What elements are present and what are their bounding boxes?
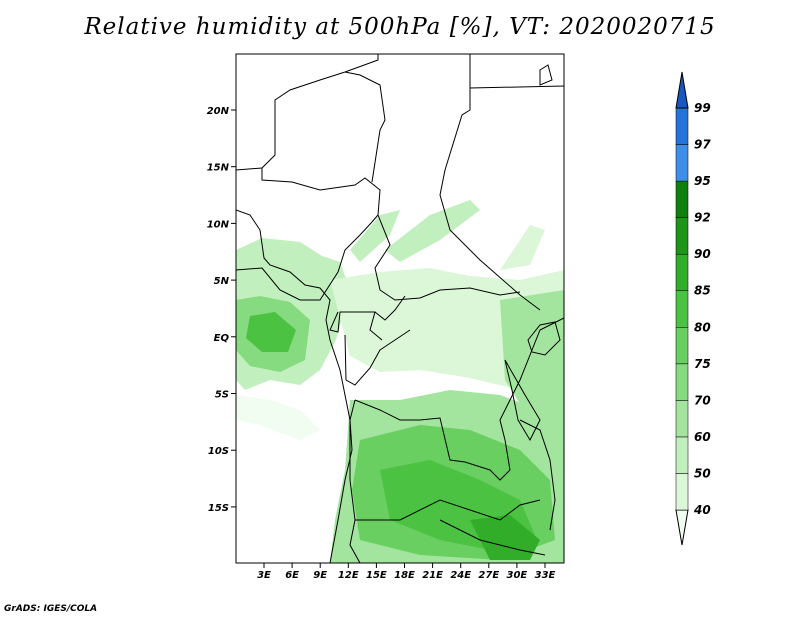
- colorbar-bottom-arrow: [675, 509, 689, 546]
- humidity-region-sw-fringe: [236, 395, 320, 440]
- humidity-field: [236, 200, 564, 563]
- map-axes: 20N 15N 10N 5N EQ 5S 10S 15S 3E 6E 9E 12E 15E 18E 21E 2…: [207, 106, 556, 581]
- colorbar-segment: [675, 290, 689, 328]
- colorbar-top-arrow: [675, 71, 689, 109]
- lat-tick-label: 5S: [215, 390, 229, 401]
- colorbar-segment: [675, 363, 689, 401]
- grads-credit: GrADS: IGES/COLA: [4, 604, 98, 614]
- humidity-region-south-peak: [470, 515, 540, 560]
- colorbar-label: 60: [694, 430, 711, 444]
- lon-tick-label: 24E: [450, 570, 471, 581]
- colorbar-label: 85: [694, 284, 711, 298]
- lon-tick-label: 30E: [507, 570, 528, 581]
- lon-tick-label: 6E: [285, 570, 299, 581]
- lon-tick-label: 3E: [257, 570, 271, 581]
- colorbar-label: 90: [694, 247, 711, 261]
- humidity-region-east: [500, 290, 564, 430]
- colorbar-segment: [675, 327, 689, 365]
- colorbar-label: 97: [694, 138, 711, 152]
- lat-tick-label: 15S: [208, 503, 229, 514]
- humidity-streak-2: [385, 200, 480, 262]
- lon-tick-label: 33E: [535, 570, 556, 581]
- humidity-streak-1: [350, 210, 400, 262]
- lon-tick-label: 12E: [338, 570, 359, 581]
- colorbar-label: 70: [694, 393, 711, 407]
- colorbar: 40 50 60 70 75 80 85 90 92 95 97 99: [675, 71, 711, 546]
- lat-tick-label: 5N: [214, 276, 230, 287]
- colorbar-label: 99: [694, 101, 711, 115]
- lon-tick-label: 9E: [313, 570, 327, 581]
- lat-tick-label: 15N: [207, 163, 230, 174]
- lon-tick-label: 27E: [478, 570, 499, 581]
- colorbar-label: 95: [694, 174, 711, 188]
- lon-tick-label: 18E: [394, 570, 415, 581]
- colorbar-label: 50: [694, 466, 711, 480]
- colorbar-label: 75: [694, 357, 711, 371]
- lat-tick-label: 20N: [207, 106, 230, 117]
- coastline: [236, 64, 561, 563]
- colorbar-label: 92: [694, 211, 711, 225]
- chart-title: Relative humidity at 500hPa [%], VT: 202…: [84, 14, 716, 40]
- colorbar-label: 40: [693, 503, 711, 517]
- map-frame: [235, 53, 565, 564]
- colorbar-segment: [675, 107, 689, 145]
- colorbar-segment: [675, 400, 689, 438]
- colorbar-label: 80: [694, 320, 711, 334]
- colorbar-segment: [675, 217, 689, 255]
- country-borders: [236, 54, 564, 563]
- humidity-streak-3: [500, 225, 545, 270]
- colorbar-segment: [675, 144, 689, 182]
- colorbar-segment: [675, 253, 689, 291]
- lat-tick-label: 10S: [208, 446, 229, 457]
- lat-tick-label: 10N: [207, 219, 230, 230]
- humidity-region-gabon-core: [246, 312, 296, 352]
- lat-tick-label: EQ: [214, 333, 230, 344]
- colorbar-segment: [675, 180, 689, 218]
- colorbar-segment: [675, 473, 689, 511]
- lon-tick-label: 21E: [422, 570, 443, 581]
- colorbar-segment: [675, 436, 689, 474]
- lon-tick-label: 15E: [366, 570, 387, 581]
